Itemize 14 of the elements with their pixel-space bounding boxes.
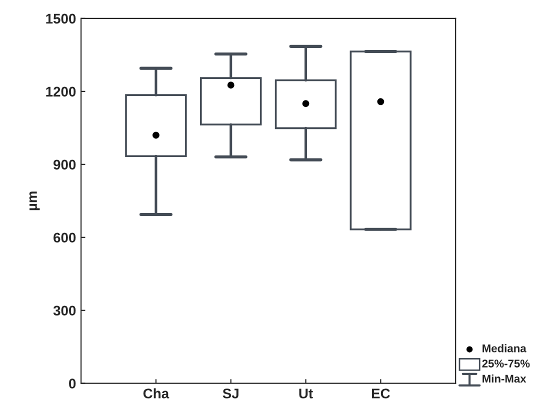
x-tick-label: SJ: [222, 388, 238, 398]
y-tick-label: 900: [54, 160, 76, 170]
y-tick-label: 300: [53, 306, 76, 316]
x-tick-label: Ut: [299, 388, 313, 398]
y-tick-label: 0: [69, 378, 76, 389]
text: Mediana: [482, 344, 526, 352]
x-tick-label: Cha: [143, 388, 170, 398]
text: 25%-75%: [482, 360, 530, 368]
x-tick-label: EC: [372, 388, 390, 398]
y-tick-label: 1500: [46, 14, 76, 24]
text: Min-Max: [482, 374, 526, 383]
y-tick-label: 1200: [46, 86, 76, 97]
y-tick-label: 600: [54, 232, 76, 243]
y-axis-title: µm: [29, 192, 40, 210]
